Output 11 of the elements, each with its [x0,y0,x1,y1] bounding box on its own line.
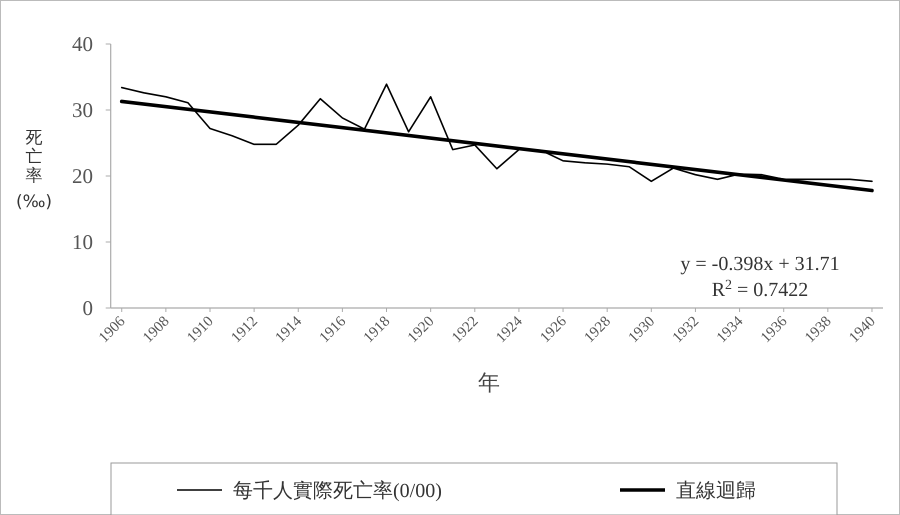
y-tick-label: 40 [72,32,93,56]
y-tick-label: 0 [82,296,93,320]
y-tick-label: 30 [72,98,93,122]
y-axis-title: 死亡率(‰) [16,128,52,212]
annotation: R$^{2}$ = 0.7422 [712,278,808,301]
y-tick-label: 10 [72,230,93,254]
annotation: y = -0.398x + 31.71 [680,253,840,275]
legend-label: 每千人實際死亡率(0/00) [233,480,442,502]
legend-label: 直線迴歸 [676,480,756,502]
x-axis-title: 年 [478,370,500,395]
y-tick-label: 20 [72,164,93,188]
